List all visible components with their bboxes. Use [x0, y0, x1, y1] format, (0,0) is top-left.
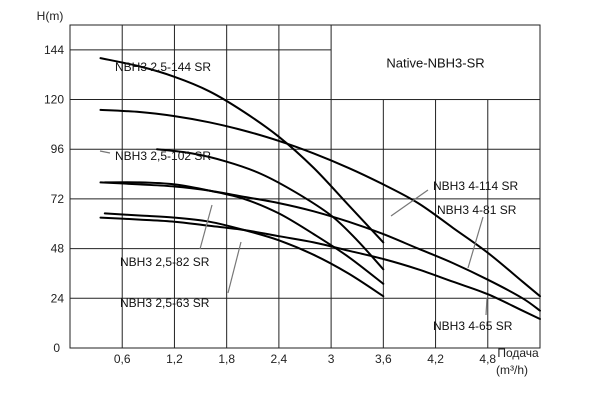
x-tick-label: 3	[328, 352, 335, 366]
series-label: NBH3 2,5-144 SR	[115, 60, 211, 74]
y-tick-label: 48	[51, 242, 65, 256]
label-leader-line	[485, 297, 488, 316]
x-tick-label: 4,2	[427, 352, 444, 366]
curve-2-5-102	[156, 148, 385, 271]
curve-4-81	[99, 181, 541, 312]
label-leader-line	[99, 150, 111, 154]
label-leader-line	[390, 189, 429, 217]
x-tick-label: 3,6	[375, 352, 392, 366]
series-label: NBH3 4-65 SR	[433, 319, 513, 333]
y-tick-label: 120	[44, 93, 64, 107]
curve-2-5-82	[103, 181, 385, 285]
title-box	[330, 24, 541, 101]
x-tick-label: 2,4	[271, 352, 288, 366]
plot-frame	[69, 24, 541, 349]
label-leader-line	[199, 204, 213, 250]
y-tick-label: 96	[51, 142, 65, 156]
series-label: NBH3 4-81 SR	[437, 203, 517, 217]
y-axis-title: H(m)	[37, 9, 64, 23]
curve-4-65	[99, 216, 541, 320]
tick-label-layer: 0,6 1,2 1,8 2,4 3 3,6 4,2 4,8 0 24 48 72 96 120 144	[44, 43, 496, 366]
y-tick-label: 24	[51, 291, 65, 305]
x-tick-label: 0,6	[114, 352, 131, 366]
label-leader-line	[227, 241, 242, 294]
grid-layer	[69, 24, 541, 349]
x-tick-label: 4,8	[479, 352, 496, 366]
curve-4-114	[99, 108, 541, 298]
series-label: NBH3 2,5-102 SR	[115, 149, 211, 163]
x-axis-title-line1: Подача	[497, 346, 539, 360]
label-leader-line	[467, 216, 484, 269]
y-tick-label: 72	[51, 192, 65, 206]
curve-layer	[99, 57, 541, 320]
series-label: NBH3 2,5-63 SR	[120, 296, 210, 310]
x-tick-label: 1,2	[166, 352, 183, 366]
curve-label-layer: NBH3 2,5-144 SR NBH3 2,5-102 SR NBH3 2,5-8…	[99, 60, 518, 333]
series-label: NBH3 2,5-82 SR	[120, 255, 210, 269]
x-tick-label: 1,8	[218, 352, 235, 366]
y-tick-label: 144	[44, 43, 64, 57]
curve-2-5-144	[99, 57, 385, 244]
series-label: NBH3 4-114 SR	[433, 179, 518, 193]
chart-title: Native-NBH3-SR	[386, 55, 484, 70]
y-tick-label: 0	[53, 341, 60, 355]
x-axis-title-line2: (m³/h)	[496, 363, 528, 377]
